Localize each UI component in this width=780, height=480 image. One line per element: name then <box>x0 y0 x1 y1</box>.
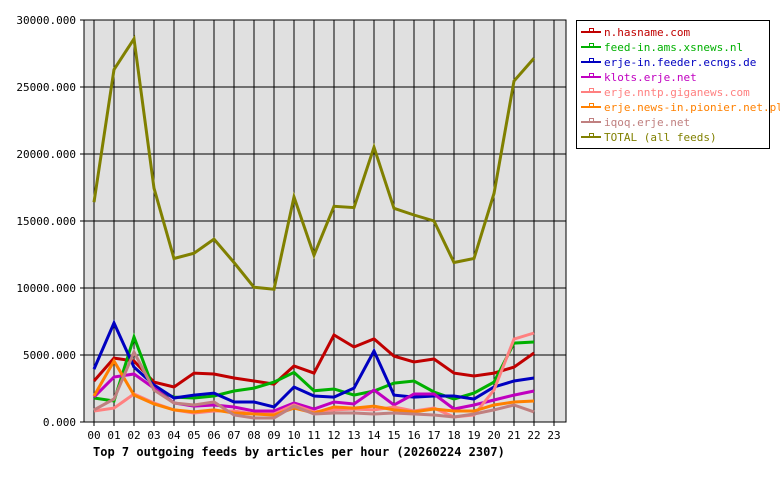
legend-label: erje.news-in.pionier.net.pl <box>604 100 780 114</box>
legend-item: n.hasname.com <box>581 25 690 39</box>
x-tick-label: 15 <box>387 429 400 442</box>
x-tick-label: 11 <box>307 429 320 442</box>
legend-item: iqoq.erje.net <box>581 115 690 129</box>
gridlines <box>84 20 566 426</box>
legend-label: n.hasname.com <box>604 25 691 39</box>
y-axis: 0.000 5000.000 10000.000 15000.000 20000.000… <box>16 14 84 429</box>
legend-label: iqoq.erje.net <box>604 115 691 129</box>
legend-item: feed-in.ams.xsnews.nl <box>581 40 743 54</box>
legend-label: TOTAL (all feeds) <box>604 130 717 144</box>
y-tick-label: 5000.000 <box>23 349 76 362</box>
legend-line-marker-icon <box>581 115 601 129</box>
plot-frame <box>83 19 567 423</box>
y-tick-label: 25000.000 <box>16 81 76 94</box>
x-tick-label: 09 <box>267 429 280 442</box>
y-tick-label: 30000.000 <box>16 14 76 27</box>
x-tick-label: 14 <box>367 429 381 442</box>
x-tick-label: 21 <box>507 429 520 442</box>
x-tick-label: 16 <box>407 429 420 442</box>
series-line <box>92 332 535 389</box>
y-tick-label: 15000.000 <box>16 215 76 228</box>
x-tick-label: 20 <box>487 429 500 442</box>
legend-item: erje-in.feeder.ecngs.de <box>581 55 756 69</box>
legend-line-marker-icon <box>581 55 601 69</box>
x-tick-label: 02 <box>127 429 140 442</box>
y-tick-label: 0.000 <box>43 416 76 429</box>
legend-item: erje.nntp.giganews.com <box>581 85 750 99</box>
x-axis: 00 01 02 03 04 05 06 07 08 09 10 11 12 13 14 15 16 17 18 19… <box>87 429 560 442</box>
legend-line-marker-icon <box>581 130 601 144</box>
x-tick-label: 06 <box>207 429 220 442</box>
legend-line-marker-icon <box>581 40 601 54</box>
series-line <box>92 34 536 291</box>
y-tick-label: 20000.000 <box>16 148 76 161</box>
x-tick-label: 12 <box>327 429 340 442</box>
x-tick-label: 13 <box>347 429 360 442</box>
legend-line-marker-icon <box>581 70 601 84</box>
x-tick-label: 04 <box>167 429 181 442</box>
x-tick-label: 19 <box>467 429 480 442</box>
legend-label: klots.erje.net <box>604 70 697 84</box>
x-tick-label: 18 <box>447 429 460 442</box>
legend-label: feed-in.ams.xsnews.nl <box>604 40 744 54</box>
series-line <box>92 319 535 409</box>
x-tick-label: 03 <box>147 429 160 442</box>
legend-line-marker-icon <box>581 100 601 114</box>
x-tick-label: 00 <box>87 429 100 442</box>
legend-label: erje.nntp.giganews.com <box>604 85 750 99</box>
legend-label: erje-in.feeder.ecngs.de <box>604 55 757 69</box>
legend-item: TOTAL (all feeds) <box>581 130 717 144</box>
series-lines <box>92 34 536 420</box>
x-tick-label: 01 <box>107 429 120 442</box>
x-tick-label: 23 <box>547 429 560 442</box>
legend-line-marker-icon <box>581 85 601 99</box>
legend-line-marker-icon <box>581 25 601 39</box>
x-tick-label: 22 <box>527 429 540 442</box>
series-line <box>93 348 535 420</box>
x-tick-label: 10 <box>287 429 300 442</box>
x-tick-label: 07 <box>227 429 240 442</box>
chart-title: Top 7 outgoing feeds by articles per hou… <box>93 445 505 459</box>
x-tick-label: 17 <box>427 429 440 442</box>
x-tick-label: 05 <box>187 429 200 442</box>
legend: n.hasname.com feed-in.ams.xsnews.nl erje-i… <box>576 20 780 149</box>
x-tick-label: 08 <box>247 429 260 442</box>
legend-item: erje.news-in.pionier.net.pl <box>581 100 780 114</box>
y-tick-label: 10000.000 <box>16 282 76 295</box>
legend-item: klots.erje.net <box>581 70 697 84</box>
